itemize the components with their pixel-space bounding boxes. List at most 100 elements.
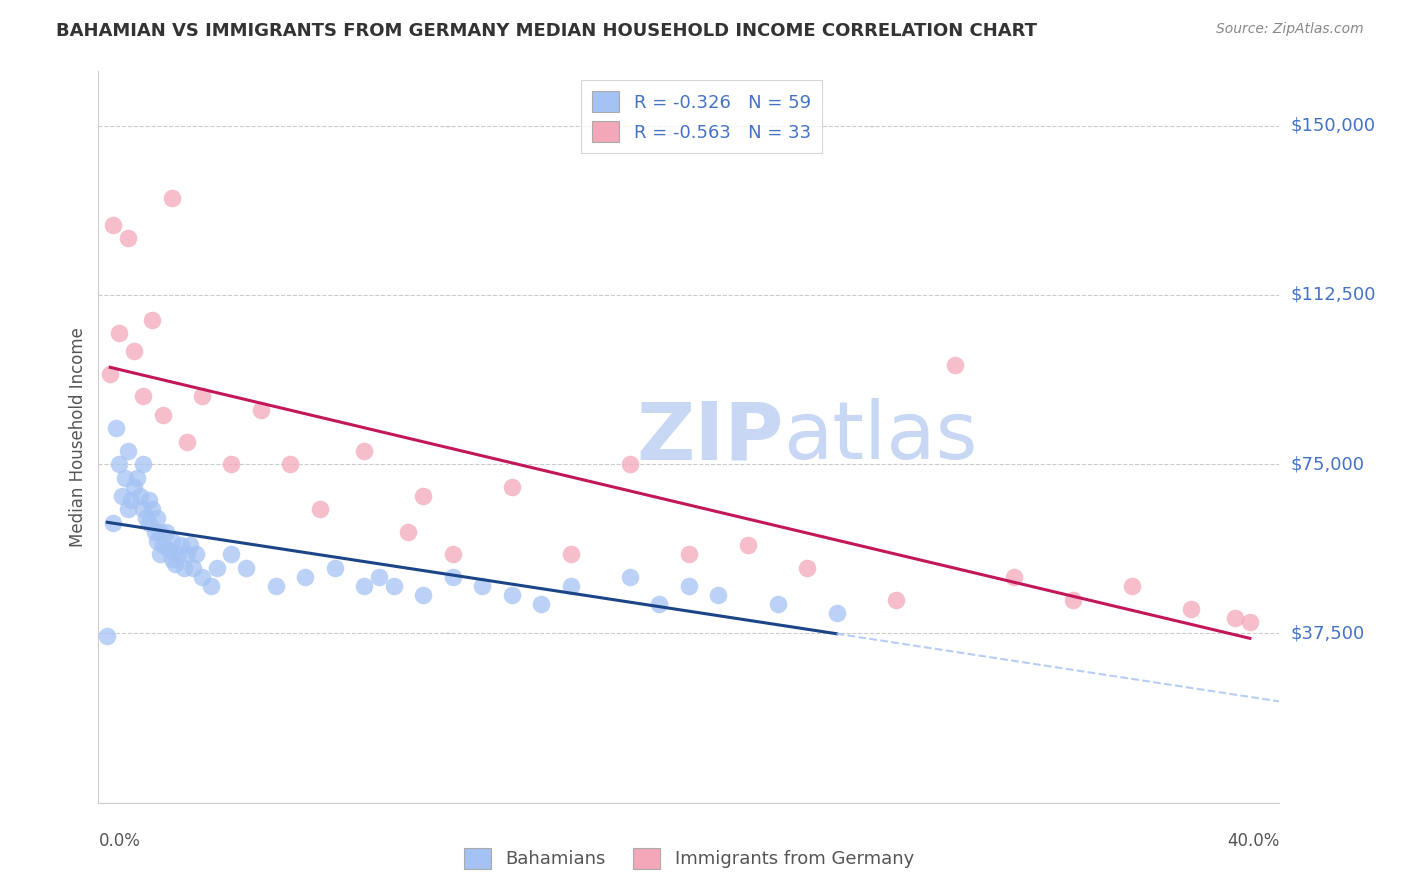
Point bbox=[678, 548, 700, 562]
Point bbox=[219, 457, 243, 471]
Point bbox=[111, 489, 134, 503]
Point bbox=[530, 597, 553, 611]
Point bbox=[396, 524, 419, 539]
Point bbox=[294, 570, 316, 584]
Point bbox=[943, 358, 966, 372]
Point bbox=[173, 561, 195, 575]
Point bbox=[162, 533, 183, 548]
Text: $75,000: $75,000 bbox=[1291, 455, 1365, 473]
Legend: Bahamians, Immigrants from Germany: Bahamians, Immigrants from Germany bbox=[456, 839, 922, 878]
Point bbox=[176, 434, 198, 449]
Point bbox=[382, 579, 405, 593]
Point bbox=[323, 561, 346, 575]
Point bbox=[191, 389, 214, 403]
Point bbox=[132, 389, 155, 403]
Point bbox=[766, 597, 789, 611]
Point bbox=[250, 403, 273, 417]
Point bbox=[278, 457, 302, 471]
Point bbox=[96, 629, 118, 643]
Point bbox=[162, 191, 183, 205]
Text: $150,000: $150,000 bbox=[1291, 117, 1375, 135]
Point bbox=[122, 344, 145, 359]
Point bbox=[264, 579, 287, 593]
Text: 40.0%: 40.0% bbox=[1227, 832, 1279, 850]
Point bbox=[108, 326, 131, 341]
Point bbox=[619, 457, 641, 471]
Point bbox=[191, 570, 214, 584]
Point bbox=[235, 561, 257, 575]
Point bbox=[678, 579, 700, 593]
Point bbox=[179, 538, 201, 552]
Point bbox=[141, 502, 163, 516]
Point bbox=[1239, 615, 1261, 630]
Point bbox=[128, 489, 150, 503]
Point bbox=[167, 548, 190, 562]
Point bbox=[884, 592, 907, 607]
Point bbox=[471, 579, 494, 593]
Point bbox=[368, 570, 391, 584]
Point bbox=[149, 524, 172, 539]
Y-axis label: Median Household Income: Median Household Income bbox=[69, 327, 87, 547]
Point bbox=[152, 538, 174, 552]
Point bbox=[141, 312, 163, 326]
Point bbox=[138, 493, 160, 508]
Point bbox=[135, 511, 157, 525]
Point bbox=[181, 561, 204, 575]
Point bbox=[1002, 570, 1025, 584]
Point bbox=[108, 457, 131, 471]
Point bbox=[441, 548, 464, 562]
Point bbox=[737, 538, 759, 552]
Point bbox=[120, 493, 142, 508]
Point bbox=[132, 457, 155, 471]
Text: ZIP: ZIP bbox=[636, 398, 783, 476]
Point bbox=[143, 524, 166, 539]
Point bbox=[132, 502, 155, 516]
Point bbox=[157, 543, 180, 558]
Point bbox=[117, 443, 139, 458]
Point bbox=[1062, 592, 1084, 607]
Point bbox=[200, 579, 222, 593]
Point bbox=[412, 588, 434, 602]
Point bbox=[219, 548, 243, 562]
Point bbox=[117, 502, 139, 516]
Point bbox=[825, 606, 848, 620]
Text: $37,500: $37,500 bbox=[1291, 624, 1365, 642]
Point bbox=[165, 557, 187, 571]
Point bbox=[412, 489, 434, 503]
Point bbox=[560, 579, 582, 593]
Point bbox=[184, 548, 207, 562]
Point bbox=[796, 561, 818, 575]
Point bbox=[152, 408, 174, 422]
Point bbox=[162, 552, 183, 566]
Point bbox=[117, 231, 139, 245]
Text: atlas: atlas bbox=[783, 398, 977, 476]
Point bbox=[155, 524, 177, 539]
Point bbox=[707, 588, 730, 602]
Point bbox=[122, 480, 145, 494]
Point bbox=[560, 548, 582, 562]
Point bbox=[176, 548, 198, 562]
Point bbox=[103, 218, 125, 232]
Point bbox=[170, 538, 193, 552]
Point bbox=[146, 511, 169, 525]
Point bbox=[353, 443, 375, 458]
Point bbox=[1121, 579, 1143, 593]
Point bbox=[98, 367, 121, 381]
Point bbox=[309, 502, 332, 516]
Point bbox=[1180, 601, 1202, 615]
Point bbox=[501, 480, 523, 494]
Point bbox=[205, 561, 228, 575]
Point bbox=[648, 597, 671, 611]
Point bbox=[149, 548, 172, 562]
Point bbox=[114, 471, 136, 485]
Point bbox=[103, 516, 125, 530]
Text: 0.0%: 0.0% bbox=[98, 832, 141, 850]
Point bbox=[125, 471, 148, 485]
Text: Source: ZipAtlas.com: Source: ZipAtlas.com bbox=[1216, 22, 1364, 37]
Point bbox=[146, 533, 169, 548]
Point bbox=[619, 570, 641, 584]
Point bbox=[138, 516, 160, 530]
Point bbox=[441, 570, 464, 584]
Point bbox=[1223, 610, 1246, 624]
Point bbox=[105, 421, 128, 435]
